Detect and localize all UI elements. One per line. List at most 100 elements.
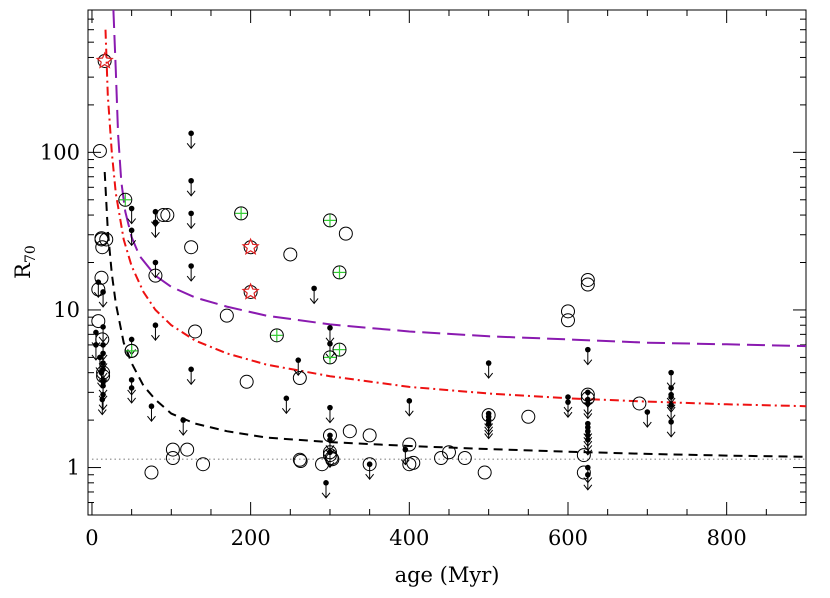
upper-limit-arrow-head [186, 379, 196, 386]
upper-limit-arrow-head [178, 429, 188, 436]
upper-limit-marker [151, 322, 160, 342]
upper-limit-marker [127, 205, 137, 225]
open-circle-point [95, 332, 110, 347]
red-star-point [241, 237, 260, 255]
open-circle-point [156, 208, 171, 223]
x-tick-label: 0 [85, 526, 98, 550]
curve-dash-dot [104, 29, 806, 408]
upper-limit-marker [365, 461, 375, 481]
open-circle-point [165, 442, 180, 457]
x-tick-label: 600 [548, 526, 588, 550]
open-circle-point [402, 437, 417, 452]
open-circle-point [322, 428, 337, 443]
upper-limit-arrow-head [325, 417, 335, 424]
open-circle-point [219, 308, 234, 323]
open-circle-point [434, 450, 449, 465]
open-circle-point [92, 143, 107, 158]
upper-limit-points [91, 130, 676, 499]
upper-limit-arrow-head [186, 275, 196, 282]
red-star-point [241, 282, 260, 300]
detection-points [91, 143, 647, 480]
upper-limit-marker [583, 346, 593, 366]
open-circle-point [576, 448, 591, 463]
upper-limit-arrow-head [127, 240, 137, 247]
upper-limit-marker [563, 399, 573, 418]
upper-limit-marker [186, 366, 196, 386]
y-axis-label-subscript: 70 [23, 245, 39, 263]
upper-limit-arrow-head [186, 143, 196, 150]
green-crossed-point [118, 192, 133, 207]
x-axis-label: age (Myr) [395, 563, 500, 587]
open-circle-point [144, 465, 159, 480]
axis-ticks [88, 9, 807, 516]
upper-limit-marker [666, 402, 676, 421]
upper-limit-marker [321, 480, 331, 499]
open-circle-point [560, 313, 575, 328]
open-circle-point [180, 442, 195, 457]
upper-limit-marker [309, 285, 319, 305]
red-star-shape [95, 51, 114, 69]
upper-limit-marker [127, 385, 137, 404]
open-circle-point [239, 374, 254, 389]
upper-limit-marker [147, 403, 156, 423]
upper-limit-marker [325, 404, 335, 424]
upper-limit-marker [404, 398, 414, 417]
upper-limit-marker [484, 420, 494, 440]
upper-limit-arrow-head [484, 372, 494, 379]
upper-limit-marker [151, 219, 160, 239]
open-circle-point [95, 240, 110, 255]
upper-limit-arrow-head [309, 298, 319, 305]
open-circle-point [521, 409, 536, 424]
open-circle-point [94, 270, 109, 285]
y-tick-label: 1 [67, 456, 80, 480]
upper-limit-arrow-head [642, 421, 652, 428]
upper-limit-arrow-head [98, 301, 108, 308]
open-circle-point [322, 448, 337, 463]
upper-limit-arrow-head [666, 431, 676, 438]
red-star-shape [241, 282, 260, 300]
y-tick-label: 10 [53, 298, 80, 322]
upper-limit-arrow-head [484, 433, 494, 440]
upper-limit-arrow-head [583, 413, 593, 420]
green-crossed-point [332, 265, 347, 280]
open-circle-point [322, 445, 337, 460]
curve-long-dash [112, 10, 806, 348]
green-crossed-point [322, 350, 337, 365]
upper-limit-arrow-head [97, 409, 107, 416]
open-circle-point [96, 365, 111, 380]
y-tick-label: 100 [40, 140, 80, 164]
open-circle-point [441, 445, 456, 460]
green-point-circle [332, 342, 347, 357]
open-circle-point [292, 452, 307, 467]
open-circle-point [477, 465, 492, 480]
green-point-circle [124, 343, 139, 358]
open-circle-point [196, 457, 211, 472]
upper-limit-arrow-head [127, 218, 137, 225]
green-crossed-point [269, 328, 284, 343]
upper-limit-arrow-head [151, 272, 160, 279]
open-circle-point [632, 396, 647, 411]
green-point-circle [234, 206, 249, 221]
upper-limit-marker [98, 391, 108, 411]
upper-limit-arrow-head [583, 359, 593, 366]
open-circle-point [91, 314, 106, 329]
upper-limit-arrow-head [404, 410, 414, 417]
upper-limit-arrow-head [151, 231, 160, 239]
upper-limit-arrow-head [186, 190, 196, 197]
upper-limit-marker [98, 324, 108, 343]
upper-limit-marker [186, 263, 196, 282]
green-crossed-point [332, 342, 347, 357]
upper-limit-marker [666, 369, 676, 389]
upper-limit-marker [151, 259, 160, 279]
upper-limit-arrow-head [583, 449, 593, 456]
red-star-shape [241, 237, 260, 255]
upper-limit-marker [93, 279, 103, 298]
upper-limit-marker [642, 409, 652, 428]
model-curves [103, 10, 806, 458]
upper-limit-arrow-head [281, 407, 291, 415]
open-circle-point [580, 391, 595, 406]
tick-labels: 0 200 400 600 800 1 10 100 [40, 140, 747, 550]
open-circle-point [580, 272, 595, 287]
